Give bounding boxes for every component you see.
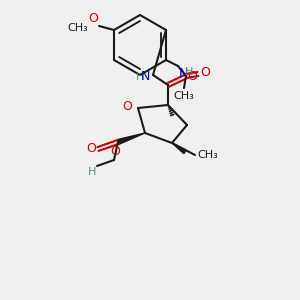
Text: O: O [122,100,132,113]
Polygon shape [117,133,145,144]
Text: CH₃: CH₃ [197,150,218,160]
Text: N: N [179,67,188,80]
Text: CH₃: CH₃ [174,91,194,101]
Text: O: O [88,12,98,25]
Text: CH₃: CH₃ [67,23,88,33]
Text: H: H [185,67,194,77]
Text: N: N [141,70,150,83]
Text: O: O [187,70,197,83]
Text: O: O [110,145,120,158]
Text: H: H [88,167,96,177]
Text: H: H [136,72,144,82]
Text: O: O [200,67,210,80]
Polygon shape [172,143,186,154]
Text: O: O [86,142,96,154]
